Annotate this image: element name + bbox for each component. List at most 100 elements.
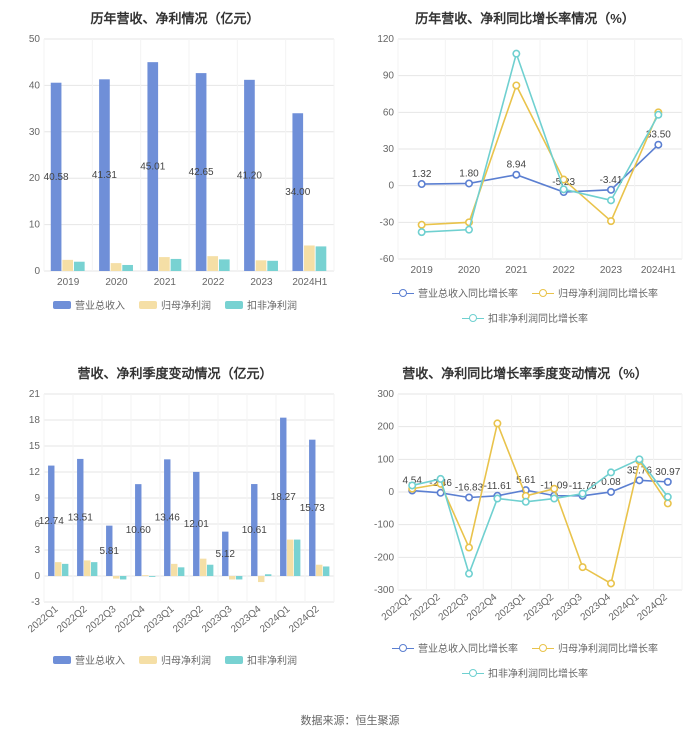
chart1-title: 历年营收、净利情况（亿元） bbox=[10, 8, 340, 27]
legend-item: 营业总收入同比增长率 bbox=[392, 640, 518, 655]
chart2-title: 历年营收、净利同比增长率情况（%） bbox=[360, 8, 690, 27]
svg-text:2020: 2020 bbox=[105, 277, 128, 288]
legend-swatch bbox=[139, 301, 157, 309]
svg-text:2023Q4: 2023Q4 bbox=[229, 604, 264, 636]
svg-text:10.61: 10.61 bbox=[242, 525, 267, 536]
svg-text:8.94: 8.94 bbox=[507, 160, 527, 171]
svg-text:41.20: 41.20 bbox=[237, 170, 262, 181]
chart3-legend: 营业总收入归母净利润扣非净利润 bbox=[10, 652, 340, 667]
chart4-title: 营收、净利同比增长率季度变动情况（%） bbox=[360, 363, 690, 382]
svg-text:5.81: 5.81 bbox=[100, 546, 120, 557]
svg-text:-30: -30 bbox=[380, 217, 395, 228]
chart1-area: 01020304050201920202021202220232024H140.… bbox=[10, 33, 340, 293]
svg-text:2024Q2: 2024Q2 bbox=[287, 604, 322, 636]
chart3-title: 营收、净利季度变动情况（亿元） bbox=[10, 363, 340, 382]
svg-text:2023Q4: 2023Q4 bbox=[579, 592, 614, 624]
svg-text:2023Q1: 2023Q1 bbox=[493, 592, 528, 624]
chart3-area: -30369121518212022Q12022Q22022Q32022Q420… bbox=[10, 388, 340, 648]
svg-text:0: 0 bbox=[388, 487, 394, 498]
legend-item: 扣非净利润同比增长率 bbox=[462, 310, 588, 325]
legend-item: 扣非净利润 bbox=[225, 297, 297, 312]
svg-text:30: 30 bbox=[29, 127, 41, 138]
svg-text:-300: -300 bbox=[374, 585, 394, 596]
legend-swatch-line bbox=[462, 313, 484, 323]
legend-swatch bbox=[53, 301, 71, 309]
svg-text:90: 90 bbox=[383, 71, 395, 82]
legend-item: 归母净利润同比增长率 bbox=[532, 640, 658, 655]
svg-text:42.65: 42.65 bbox=[189, 167, 214, 178]
svg-text:2022Q3: 2022Q3 bbox=[84, 604, 119, 636]
svg-text:1.32: 1.32 bbox=[412, 169, 432, 180]
svg-text:2023Q1: 2023Q1 bbox=[142, 604, 177, 636]
legend-label: 归母净利润 bbox=[161, 297, 211, 312]
legend-swatch bbox=[225, 656, 243, 664]
legend-swatch-line bbox=[532, 288, 554, 298]
svg-text:-60: -60 bbox=[380, 254, 395, 265]
svg-text:2024Q2: 2024Q2 bbox=[635, 592, 670, 624]
svg-text:10: 10 bbox=[29, 220, 41, 231]
svg-text:0: 0 bbox=[34, 266, 40, 277]
legend-label: 营业总收入同比增长率 bbox=[418, 285, 518, 300]
svg-text:12.74: 12.74 bbox=[39, 516, 64, 527]
svg-text:2022Q3: 2022Q3 bbox=[437, 592, 472, 624]
svg-text:0: 0 bbox=[388, 181, 394, 192]
svg-text:12: 12 bbox=[29, 467, 41, 478]
svg-text:18.27: 18.27 bbox=[271, 492, 296, 503]
svg-text:13.46: 13.46 bbox=[155, 513, 180, 524]
svg-text:2024H1: 2024H1 bbox=[641, 265, 676, 276]
svg-text:40: 40 bbox=[29, 80, 41, 91]
legend-label: 扣非净利润 bbox=[247, 297, 297, 312]
svg-text:9: 9 bbox=[34, 493, 40, 504]
svg-text:2022Q2: 2022Q2 bbox=[408, 592, 443, 624]
svg-text:120: 120 bbox=[377, 34, 394, 45]
legend-label: 扣非净利润同比增长率 bbox=[488, 665, 588, 680]
svg-text:0.08: 0.08 bbox=[601, 477, 621, 488]
svg-text:2022: 2022 bbox=[553, 265, 576, 276]
svg-text:-100: -100 bbox=[374, 520, 394, 531]
svg-text:2019: 2019 bbox=[411, 265, 434, 276]
svg-text:2021: 2021 bbox=[505, 265, 528, 276]
svg-text:2022Q1: 2022Q1 bbox=[26, 604, 61, 636]
legend-swatch bbox=[53, 656, 71, 664]
svg-text:1.80: 1.80 bbox=[459, 168, 479, 179]
svg-text:2021: 2021 bbox=[154, 277, 177, 288]
svg-text:34.00: 34.00 bbox=[285, 187, 310, 198]
svg-text:3: 3 bbox=[34, 545, 40, 556]
svg-text:45.01: 45.01 bbox=[140, 162, 165, 173]
legend-label: 扣非净利润 bbox=[247, 652, 297, 667]
panel-quarterly-growth: 营收、净利同比增长率季度变动情况（%） -300-200-10001002003… bbox=[350, 355, 700, 710]
legend-swatch-line bbox=[392, 643, 414, 653]
panel-quarterly-revenue: 营收、净利季度变动情况（亿元） -30369121518212022Q12022… bbox=[0, 355, 350, 710]
chart4-area: -300-200-10001002003002022Q12022Q22022Q3… bbox=[360, 388, 690, 636]
legend-item: 归母净利润同比增长率 bbox=[532, 285, 658, 300]
legend-label: 归母净利润同比增长率 bbox=[558, 640, 658, 655]
svg-text:2019: 2019 bbox=[57, 277, 80, 288]
svg-text:200: 200 bbox=[377, 422, 394, 433]
svg-text:2020: 2020 bbox=[458, 265, 481, 276]
legend-label: 营业总收入 bbox=[75, 297, 125, 312]
legend-item: 归母净利润 bbox=[139, 297, 211, 312]
svg-text:2023: 2023 bbox=[600, 265, 623, 276]
svg-text:13.51: 13.51 bbox=[68, 512, 93, 523]
legend-label: 扣非净利润同比增长率 bbox=[488, 310, 588, 325]
svg-text:2024Q1: 2024Q1 bbox=[607, 592, 642, 624]
svg-text:2024Q1: 2024Q1 bbox=[258, 604, 293, 636]
svg-text:2023Q3: 2023Q3 bbox=[550, 592, 585, 624]
svg-text:30.97: 30.97 bbox=[655, 467, 680, 478]
svg-text:2023Q2: 2023Q2 bbox=[171, 604, 206, 636]
legend-swatch bbox=[139, 656, 157, 664]
svg-text:100: 100 bbox=[377, 454, 394, 465]
svg-text:2022Q2: 2022Q2 bbox=[55, 604, 90, 636]
legend-label: 营业总收入同比增长率 bbox=[418, 640, 518, 655]
legend-swatch-line bbox=[392, 288, 414, 298]
svg-text:10.60: 10.60 bbox=[126, 525, 151, 536]
svg-text:2022Q4: 2022Q4 bbox=[113, 604, 148, 636]
svg-text:15: 15 bbox=[29, 441, 41, 452]
dashboard-grid: 历年营收、净利情况（亿元） 01020304050201920202021202… bbox=[0, 0, 700, 710]
legend-swatch-line bbox=[462, 668, 484, 678]
legend-swatch bbox=[225, 301, 243, 309]
legend-item: 营业总收入同比增长率 bbox=[392, 285, 518, 300]
chart2-area: -60-300306090120201920202021202220232024… bbox=[360, 33, 690, 281]
legend-item: 归母净利润 bbox=[139, 652, 211, 667]
legend-label: 归母净利润 bbox=[161, 652, 211, 667]
